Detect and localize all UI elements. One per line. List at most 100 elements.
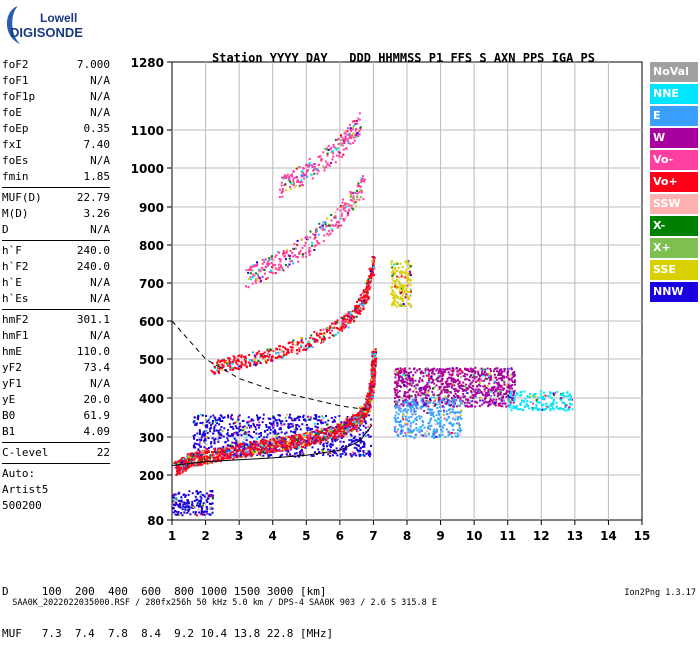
cluster-point	[242, 429, 244, 431]
cluster-point	[206, 493, 208, 495]
cluster-point	[413, 437, 415, 439]
cluster-point	[340, 421, 342, 423]
cluster-point	[408, 377, 410, 379]
cluster-point	[443, 389, 445, 391]
cluster-point	[478, 380, 480, 382]
cluster-point	[263, 436, 265, 438]
cluster-point	[563, 408, 565, 410]
trace-point	[266, 452, 268, 454]
cluster-point	[504, 370, 506, 372]
cluster-point	[440, 417, 442, 419]
cluster-point	[255, 428, 257, 430]
trace-point	[328, 431, 330, 433]
trace-point	[185, 461, 187, 463]
cluster-point	[360, 442, 362, 444]
cluster-point	[572, 408, 574, 410]
trace-point	[222, 455, 224, 457]
cluster-point	[401, 298, 403, 300]
cluster-point	[425, 368, 427, 370]
cluster-point	[343, 441, 345, 443]
cluster-point	[318, 416, 320, 418]
cluster-point	[307, 429, 309, 431]
cluster-point	[505, 406, 507, 408]
cluster-point	[394, 427, 396, 429]
cluster-point	[432, 371, 434, 373]
cluster-point	[543, 408, 545, 410]
cluster-point	[408, 297, 410, 299]
trace-point	[361, 300, 363, 302]
trace-point	[346, 319, 348, 321]
cluster-point	[196, 504, 198, 506]
cluster-point	[327, 449, 329, 451]
cluster-point	[431, 435, 433, 437]
cluster-point	[508, 401, 510, 403]
cluster-point	[185, 494, 187, 496]
cluster-point	[441, 375, 443, 377]
trace-point	[348, 311, 350, 313]
cluster-point	[419, 431, 421, 433]
cluster-point	[287, 426, 289, 428]
cluster-point	[241, 434, 243, 436]
cluster-point	[476, 402, 478, 404]
trace-point	[308, 441, 310, 443]
cluster-point	[464, 402, 466, 404]
cluster-point	[500, 391, 502, 393]
trace-point	[269, 445, 271, 447]
trace-point	[298, 348, 300, 350]
cluster-point	[275, 435, 277, 437]
cluster-point	[410, 380, 412, 382]
trace-point	[292, 350, 294, 352]
cluster-point	[470, 383, 472, 385]
cluster-point	[511, 384, 513, 386]
cluster-point	[187, 500, 189, 502]
cluster-point	[417, 404, 419, 406]
cluster-point	[322, 454, 324, 456]
cluster-point	[204, 511, 206, 513]
cluster-point	[294, 431, 296, 433]
cluster-point	[396, 279, 398, 281]
cluster-point	[449, 400, 451, 402]
cluster-point	[456, 436, 458, 438]
cluster-point	[484, 369, 486, 371]
cluster-point	[405, 378, 407, 380]
cluster-point	[314, 426, 316, 428]
trace-point	[348, 326, 350, 328]
cluster-point	[449, 432, 451, 434]
cluster-point	[488, 391, 490, 393]
cluster-point	[443, 424, 445, 426]
cluster-point	[488, 394, 490, 396]
trace-point	[286, 352, 288, 354]
cluster-point	[492, 386, 494, 388]
cluster-point	[192, 492, 194, 494]
trace-point	[329, 337, 331, 339]
cluster-point	[443, 411, 445, 413]
cluster-point	[323, 417, 325, 419]
y-tick-label: 900	[139, 201, 164, 215]
cluster-point	[202, 505, 204, 507]
x-tick-label: 1	[168, 529, 176, 543]
trace-point	[267, 359, 269, 361]
cluster-point	[405, 374, 407, 376]
cluster-point	[340, 453, 342, 455]
cluster-point	[478, 369, 480, 371]
cluster-point	[416, 416, 418, 418]
cluster-point	[322, 450, 324, 452]
cluster-point	[407, 374, 409, 376]
cluster-point	[397, 417, 399, 419]
cluster-point	[363, 441, 365, 443]
x-tick-label: 9	[436, 529, 444, 543]
cluster-point	[482, 400, 484, 402]
cluster-point	[397, 302, 399, 304]
cluster-point	[351, 439, 353, 441]
cluster-point	[467, 399, 469, 401]
cluster-point	[327, 453, 329, 455]
cluster-point	[351, 435, 353, 437]
cluster-point	[194, 447, 196, 449]
cluster-point	[508, 368, 510, 370]
cluster-point	[206, 501, 208, 503]
cluster-point	[400, 367, 402, 369]
cluster-point	[265, 424, 267, 426]
cluster-point	[499, 394, 501, 396]
trace-point	[305, 345, 307, 347]
trace-point	[262, 447, 264, 449]
